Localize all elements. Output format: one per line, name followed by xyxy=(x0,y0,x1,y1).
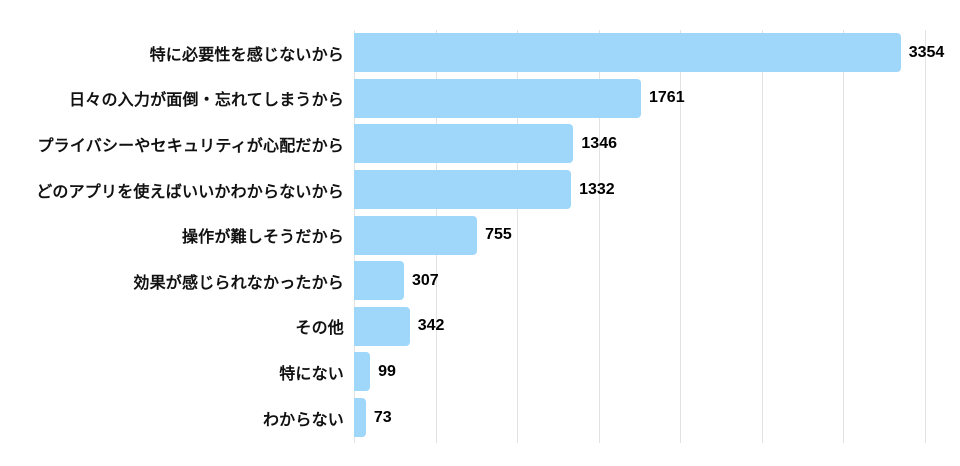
value-label: 755 xyxy=(485,226,512,244)
chart-rows: 特に必要性を感じないから 3354 日々の入力が面倒・忘れてしまうから 1761 プライ… xyxy=(0,30,960,440)
category-label: その他 xyxy=(295,320,344,338)
value-label: 73 xyxy=(373,408,392,426)
category-label: どのアプリを使えばいいかわからないから xyxy=(36,183,344,201)
value-label: 1346 xyxy=(581,134,617,152)
bar-row: 特に必要性を感じないから 3354 xyxy=(0,30,960,76)
bar xyxy=(354,306,410,346)
gridline xyxy=(924,30,926,443)
gridline xyxy=(517,30,518,443)
category-label: 効果が感じられなかったから xyxy=(133,274,344,292)
value-label: 3354 xyxy=(908,43,945,61)
value-label: 342 xyxy=(417,317,445,335)
bar-track: 342 xyxy=(354,304,960,350)
bar xyxy=(354,261,404,301)
category-label: 操作が難しそうだから xyxy=(181,229,344,247)
gridline xyxy=(598,30,600,443)
bar xyxy=(354,352,371,392)
bar xyxy=(354,124,574,164)
category-label: 日々の入力が面倒・忘れてしまうから xyxy=(69,92,344,110)
bar-row: わからない 73 xyxy=(0,395,960,441)
bar xyxy=(354,78,641,118)
bar-track: 755 xyxy=(354,212,960,258)
bar xyxy=(354,215,478,255)
category-label: 特にない xyxy=(279,365,344,383)
bar-row: どのアプリを使えばいいかわからないから 1332 xyxy=(0,167,960,213)
bar-track: 1346 xyxy=(354,121,960,167)
bar-row: その他 342 xyxy=(0,304,960,350)
bar-track: 307 xyxy=(354,258,960,304)
bar-row: 操作が難しそうだから 755 xyxy=(0,212,960,258)
bar-row: 効果が感じられなかったから 307 xyxy=(0,258,960,304)
category-label: プライバシーやセキュリティが心配だから xyxy=(37,137,344,155)
bar-row: 日々の入力が面倒・忘れてしまうから 1761 xyxy=(0,76,960,122)
bar-row: プライバシーやセキュリティが心配だから 1346 xyxy=(0,121,960,167)
value-label: 99 xyxy=(378,362,396,380)
bar-row: 特にない 99 xyxy=(0,349,960,395)
gridline xyxy=(843,30,844,443)
value-label: 1761 xyxy=(649,89,685,107)
bar xyxy=(354,170,572,210)
bar-track: 1761 xyxy=(354,76,960,122)
bar-track: 1332 xyxy=(354,167,960,213)
bar-track: 3354 xyxy=(354,30,960,76)
bar-track: 73 xyxy=(354,395,960,441)
category-label: 特に必要性を感じないから xyxy=(149,46,344,64)
value-label: 1332 xyxy=(579,180,615,198)
bar-track: 99 xyxy=(354,349,960,395)
category-label: わからない xyxy=(262,411,344,429)
gridline xyxy=(680,30,681,443)
value-label: 307 xyxy=(412,271,439,289)
gridline xyxy=(761,30,763,443)
bar xyxy=(354,33,901,73)
bar xyxy=(354,398,366,438)
